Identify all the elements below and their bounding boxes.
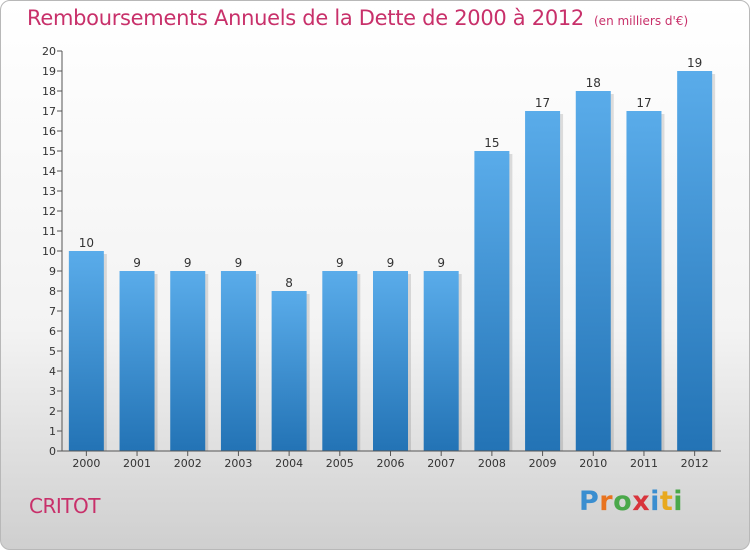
bar-2002 <box>170 271 206 451</box>
chart-title-text: Remboursements Annuels de la Dette de 20… <box>27 6 584 30</box>
bar-2006 <box>373 271 408 451</box>
x-tick-label: 2011 <box>630 457 658 470</box>
bar-2004 <box>271 291 307 451</box>
logo-letter: o <box>613 486 633 517</box>
y-tick-label: 7 <box>49 305 56 318</box>
data-label: 9 <box>387 256 395 270</box>
y-tick-label: 9 <box>49 265 56 278</box>
y-tick-label: 5 <box>49 345 56 358</box>
y-tick-label: 20 <box>42 45 56 58</box>
y-tick-label: 18 <box>42 85 56 98</box>
x-axis: 2000 2001 2002 2003 2004 2005 2006 2007 2008 2009… <box>62 450 721 470</box>
data-label: 9 <box>235 256 243 270</box>
data-label: 9 <box>437 256 445 270</box>
bar-2011 <box>626 111 662 451</box>
x-tick-label: 2012 <box>681 457 709 470</box>
y-tick-label: 4 <box>49 365 56 378</box>
y-tick-label: 0 <box>49 445 56 458</box>
data-label: 9 <box>184 256 192 270</box>
data-label: 18 <box>586 76 601 90</box>
x-tick-label: 2009 <box>529 457 557 470</box>
logo-letter: x <box>632 486 651 517</box>
x-tick-label: 2002 <box>174 457 202 470</box>
y-tick-label: 1 <box>49 425 56 438</box>
y-tick-label: 15 <box>42 145 56 158</box>
bar-2008 <box>474 151 510 451</box>
y-tick-label: 19 <box>42 65 56 78</box>
data-label: 8 <box>285 276 293 290</box>
x-tick-label: 2000 <box>72 457 100 470</box>
bar-2003 <box>220 271 256 451</box>
logo-letter: i <box>650 486 660 517</box>
y-tick-label: 12 <box>42 205 56 218</box>
data-label: 9 <box>133 256 141 270</box>
bar-2005 <box>322 271 358 451</box>
bar-2007 <box>423 271 459 451</box>
x-tick-label: 2008 <box>478 457 506 470</box>
logo-letter: P <box>579 486 600 517</box>
chart-unit: (en milliers d'€) <box>594 14 689 28</box>
logo-letter: r <box>599 486 614 517</box>
data-label: 9 <box>336 256 344 270</box>
y-tick-label: 6 <box>49 325 56 338</box>
y-tick-label: 10 <box>42 245 56 258</box>
x-tick-label: 2004 <box>275 457 303 470</box>
x-tick-label: 2005 <box>326 457 354 470</box>
x-tick-label: 2007 <box>427 457 455 470</box>
bar-2009 <box>525 111 561 451</box>
town-name: CRITOT <box>29 494 100 518</box>
y-tick-label: 2 <box>49 405 56 418</box>
logo-letter: i <box>673 486 684 517</box>
proxiti-logo: Proxiti <box>579 486 683 517</box>
x-tick-label: 2001 <box>123 457 151 470</box>
logo-letter: t <box>659 486 674 517</box>
x-tick-label: 2010 <box>579 457 607 470</box>
data-label: 17 <box>636 96 651 110</box>
y-tick-label: 3 <box>49 385 56 398</box>
y-tick-label: 13 <box>42 185 56 198</box>
data-label: 15 <box>484 136 499 150</box>
bars: 10 9 9 9 8 9 9 9 15 17 18 17 19 <box>68 56 716 451</box>
chart-title: Remboursements Annuels de la Dette de 20… <box>27 6 688 30</box>
data-label: 17 <box>535 96 550 110</box>
data-label: 19 <box>687 56 702 70</box>
y-tick-label: 8 <box>49 285 56 298</box>
bar-2010 <box>575 91 611 451</box>
x-tick-label: 2006 <box>377 457 405 470</box>
y-tick-label: 17 <box>42 105 56 118</box>
y-tick-label: 16 <box>42 125 56 138</box>
x-tick-label: 2003 <box>224 457 252 470</box>
y-tick-label: 11 <box>42 225 56 238</box>
bar-2012 <box>677 71 713 451</box>
y-tick-label: 14 <box>42 165 56 178</box>
bar-2001 <box>119 271 155 451</box>
data-label: 10 <box>79 236 94 250</box>
bar-2000 <box>68 251 104 451</box>
